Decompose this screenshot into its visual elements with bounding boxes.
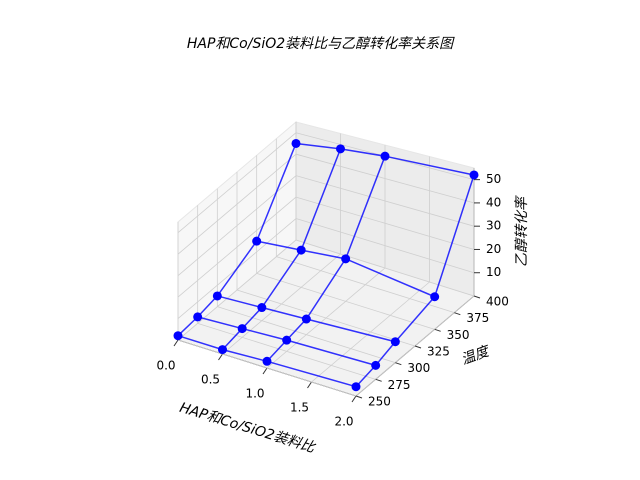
grid-line — [177, 339, 357, 397]
z-tick-label: 10 — [486, 265, 501, 279]
point — [380, 151, 390, 161]
point — [301, 314, 311, 324]
point — [252, 236, 262, 246]
x-tick-label: 0.5 — [201, 373, 220, 387]
z-axis-label: 乙醇转化率 — [514, 195, 530, 267]
y-tick-label: 325 — [427, 345, 450, 359]
point — [193, 312, 203, 322]
grid-line — [295, 239, 475, 297]
point — [390, 337, 400, 347]
point — [371, 360, 381, 370]
y-tick-label: 275 — [388, 378, 411, 392]
point — [257, 303, 267, 313]
x-tick-label: 0.0 — [156, 359, 175, 373]
y-tick — [473, 295, 481, 299]
x-tick-label: 2.0 — [334, 415, 353, 429]
point — [218, 345, 227, 355]
y-tick — [395, 362, 402, 366]
x-tick — [262, 367, 268, 375]
point — [291, 138, 301, 148]
grid-line — [177, 196, 297, 298]
grid-line — [295, 175, 475, 227]
point — [173, 331, 183, 341]
chart-title: HAP和Co/SiO2装料比与乙醇转化率关系图 — [187, 36, 455, 52]
point — [262, 356, 272, 366]
wire — [217, 295, 396, 343]
x-tick — [218, 353, 223, 361]
x-tick — [173, 339, 179, 347]
x-tick-label: 1.0 — [245, 387, 264, 401]
y-tick — [434, 328, 441, 332]
x-tick — [307, 381, 312, 389]
wire — [177, 334, 357, 388]
grid-line — [197, 322, 376, 380]
wire — [295, 142, 475, 176]
y-tick-label: 400 — [486, 295, 509, 309]
wire — [256, 240, 435, 298]
y-axis-label: 温度 — [459, 343, 493, 368]
grid-line — [177, 132, 297, 234]
z-tick-label: 40 — [486, 195, 501, 209]
point — [430, 292, 440, 302]
grid-line — [177, 153, 297, 255]
y-tick — [454, 312, 461, 316]
y-tick — [414, 345, 422, 349]
grid-line — [295, 196, 475, 250]
x-tick — [351, 395, 357, 403]
grid-line — [276, 256, 455, 314]
y-tick-label: 375 — [466, 311, 489, 325]
grid-line — [295, 153, 475, 204]
y-tick — [375, 378, 382, 382]
point — [351, 382, 361, 392]
point — [336, 144, 345, 154]
wire — [197, 316, 376, 367]
point — [341, 254, 351, 264]
z-tick-label: 30 — [486, 219, 501, 233]
z-tick-label: 20 — [486, 242, 501, 256]
z-tick-label: 50 — [486, 172, 501, 186]
y-tick — [355, 395, 363, 399]
grid-line — [217, 306, 396, 364]
y-tick-label: 350 — [447, 328, 470, 342]
point — [282, 335, 292, 345]
x-tick-label: 1.5 — [290, 401, 309, 415]
y-tick-label: 250 — [368, 395, 391, 409]
point — [237, 324, 247, 334]
point — [212, 291, 222, 301]
y-tick-label: 300 — [407, 361, 430, 375]
point — [469, 170, 479, 180]
point — [296, 245, 306, 255]
grid-line — [295, 218, 475, 274]
grid-line — [256, 272, 435, 330]
